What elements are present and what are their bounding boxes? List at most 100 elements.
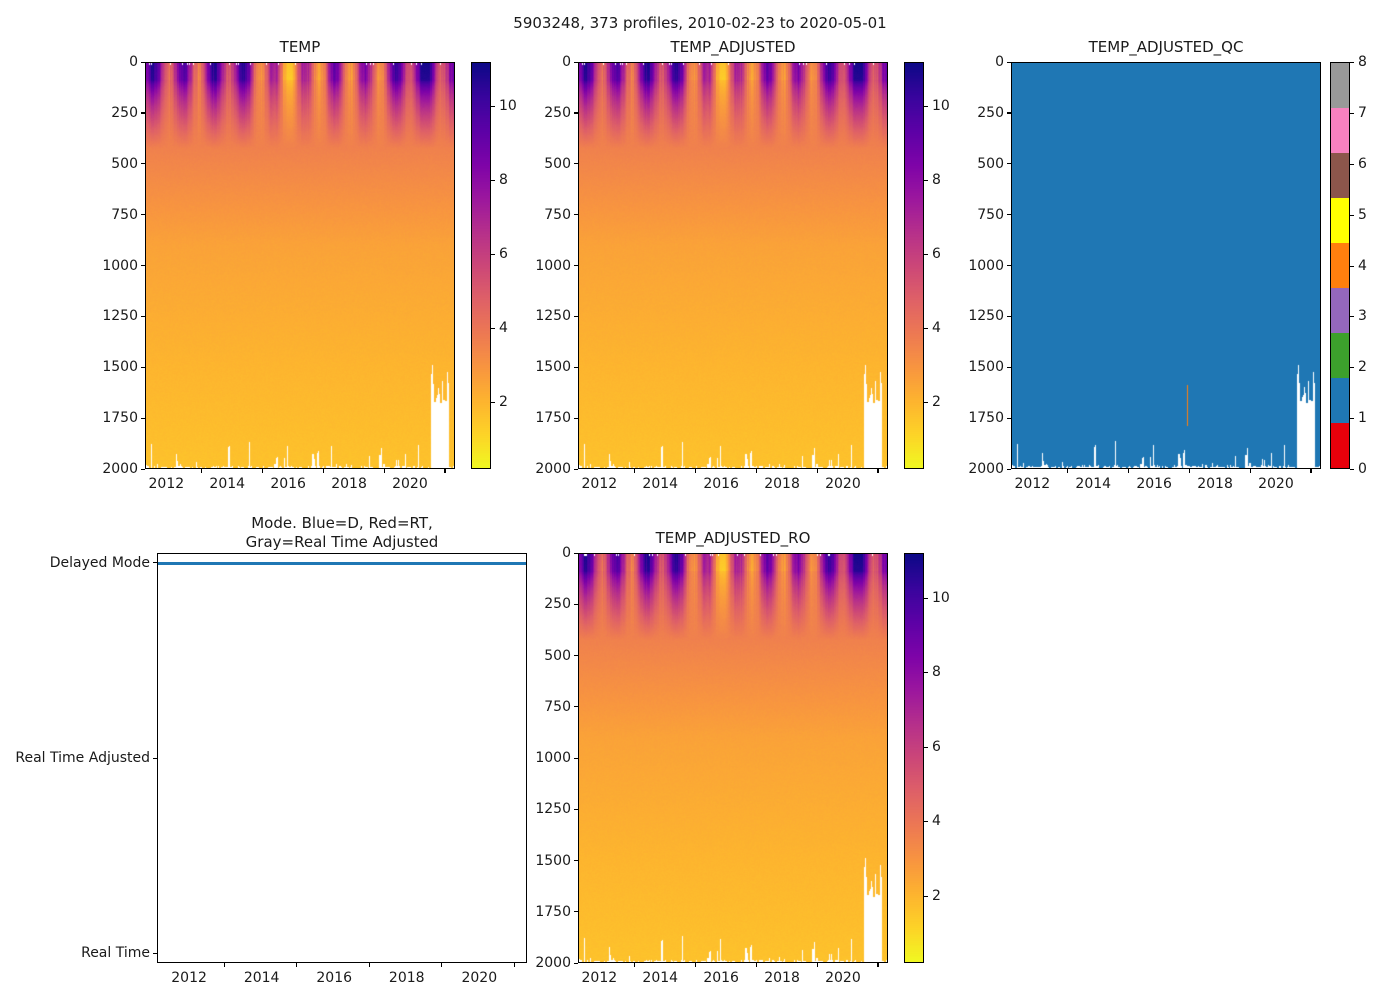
temp-adjusted-xtick-label-1: 2014 [642,476,679,492]
axes-temp-adjusted-ro[interactable] [578,553,888,963]
colorbar-temp-tick-mark-0 [491,402,495,404]
temp-xtick-mark-0 [200,469,203,473]
temp-adjusted-ytick-label-4: 1000 [535,257,571,274]
mode-xtick-mark-1 [296,963,298,967]
colorbar-qc-tick-label-3: 3 [1358,308,1367,325]
temp-adjusted-ro-xtick-label-3: 2018 [764,970,800,986]
temp-adjusted-qc-xtick-label-1: 2014 [1075,476,1112,492]
colorbar-temp-adjusted-tick-label-0: 2 [932,394,941,411]
temp-adjusted-ro-xtick-label-1: 2014 [642,970,679,986]
colorbar-qc-tick-label-5: 5 [1358,206,1367,223]
mode-xtick-mark-2 [368,963,370,967]
axes-temp-adjusted[interactable] [578,62,888,469]
temp-adjusted-ytick-label-2: 500 [544,155,571,172]
colorbar-temp-adjusted-tick-mark-3 [924,180,928,182]
colorbar-temp[interactable] [471,62,491,469]
axes-mode[interactable] [157,553,527,963]
colorbar-gradient [472,63,490,468]
colorbar-temp-adjusted-tick-label-4: 10 [932,98,950,115]
colorbar-temp-tick-label-0: 2 [499,394,508,411]
colorbar-temp-adjusted-tick-label-1: 4 [932,320,941,337]
colorbar-temp-adjusted-ro-tick-mark-3 [924,672,928,674]
colorbar-temp-tick-mark-3 [491,180,495,182]
qc-colorbar-segment-8 [1331,63,1349,108]
temp-adjusted-xtick-mark-2 [755,469,757,473]
temp-adjusted-qc-ytick-label-1: 250 [977,104,1004,121]
axes-temp-adjusted-qc[interactable] [1011,62,1321,469]
mode-xtick-label-2: 2016 [316,970,353,986]
temp-xtick-label-0: 2012 [148,476,185,492]
colorbar-temp-tick-label-2: 6 [499,246,508,263]
temp-adjusted-ro-xtick-mark-2 [755,963,757,967]
temp-adjusted-qc-xtick-label-2: 2016 [1136,476,1172,492]
temp-adjusted-xtick-label-3: 2018 [764,476,800,492]
temp-adjusted-ro-xtick-mark-3 [816,963,818,967]
temp-adjusted-qc-xtick-mark-0 [1066,469,1069,473]
mode-ytick-label-0: Delayed Mode [49,554,150,571]
temp-ytick-label-8: 2000 [102,461,138,477]
colorbar-temp-tick-label-4: 10 [499,98,517,115]
mode-xtick-label-1: 2014 [243,970,280,986]
temp-ytick-label-5: 1250 [102,308,138,325]
heatmap-temp-adjusted [579,63,887,468]
colorbar-temp-adjusted-ro-tick-label-2: 6 [932,738,941,755]
mode-ytick-label-2: Real Time [81,945,150,962]
axes-title-temp: TEMP [279,38,321,56]
temp-adjusted-xtick-mark-0 [633,469,636,473]
temp-adjusted-qc-ytick-label-5: 1250 [968,308,1004,325]
temp-adjusted-qc-ytick-label-2: 500 [977,155,1004,172]
temp-xtick-label-4: 2020 [392,476,428,492]
qc-colorbar-segment-2 [1331,332,1349,378]
temp-ytick-label-7: 1750 [102,410,138,427]
axes-title-temp-adjusted-ro: TEMP_ADJUSTED_RO [655,529,811,547]
temp-adjusted-qc-ytick-label-6: 1500 [968,359,1004,376]
colorbar-qc-tick-label-7: 7 [1358,104,1367,121]
temp-adjusted-ytick-label-5: 1250 [535,308,571,325]
axes-temp[interactable] [145,62,455,469]
temp-adjusted-xtick-label-0: 2012 [581,476,618,492]
colorbar-qc-tick-mark-6 [1350,163,1354,165]
temp-adjusted-qc-xtick-label-4: 2020 [1258,476,1294,492]
axes-title-mode-line2: Gray=Real Time Adjusted [245,533,439,551]
mode-xtick-label-3: 2018 [388,970,425,986]
colorbar-qc-tick-mark-3 [1350,316,1354,318]
colorbar-temp-adjusted-qc[interactable] [1330,62,1350,469]
heatmap-canvas [146,63,454,468]
colorbar-temp-adjusted-tick-mark-2 [924,254,928,256]
qc-colorbar-segment-6 [1331,153,1349,198]
colorbar-temp-adjusted-ro-tick-mark-2 [924,746,928,748]
colorbar-temp-adjusted-tick-label-3: 8 [932,172,941,189]
temp-ytick-label-6: 1500 [102,359,138,376]
colorbar-qc-tick-mark-0 [1350,469,1354,470]
colorbar-qc-tick-mark-7 [1350,112,1354,114]
temp-ytick-label-0: 0 [129,54,138,70]
temp-adjusted-xtick-label-2: 2016 [703,476,739,492]
temp-adjusted-xtick-label-4: 2020 [825,476,861,492]
qc-colorbar-segment-3 [1331,288,1349,333]
temp-adjusted-ytick-label-8: 2000 [535,461,571,477]
colorbar-gradient [905,554,923,962]
colorbar-temp-adjusted-ro[interactable] [904,553,924,963]
colorbar-temp-tick-label-3: 8 [499,172,508,189]
qc-colorbar-segment-4 [1331,243,1349,288]
colorbar-temp-adjusted[interactable] [904,62,924,469]
colorbar-temp-adjusted-tick-label-2: 6 [932,246,941,263]
colorbar-qc-tick-label-0: 0 [1358,461,1367,477]
temp-adjusted-qc-xtick-label-0: 2012 [1014,476,1051,492]
qc-colorbar-segment-1 [1331,378,1349,423]
temp-adjusted-ytick-label-0: 0 [562,54,571,70]
temp-adjusted-ro-xtick-mark-0 [633,963,636,967]
temp-adjusted-ro-xtick-label-0: 2012 [581,970,618,986]
colorbar-temp-adjusted-tick-mark-4 [924,106,928,108]
colorbar-temp-adjusted-ro-tick-label-1: 4 [932,813,941,830]
colorbar-qc-tick-label-1: 1 [1358,410,1367,427]
mode-xtick-label-4: 2020 [461,970,498,986]
colorbar-qc-tick-label-8: 8 [1358,54,1367,70]
temp-adjusted-qc-xtick-mark-1 [1127,469,1129,473]
colorbar-temp-adjusted-ro-tick-mark-4 [924,597,928,599]
temp-ytick-label-1: 250 [111,104,138,121]
colorbar-qc-tick-label-6: 6 [1358,155,1367,172]
temp-xtick-label-2: 2016 [270,476,306,492]
temp-adjusted-qc-xtick-label-3: 2018 [1197,476,1233,492]
mode-xtick-mark-3 [441,963,443,967]
